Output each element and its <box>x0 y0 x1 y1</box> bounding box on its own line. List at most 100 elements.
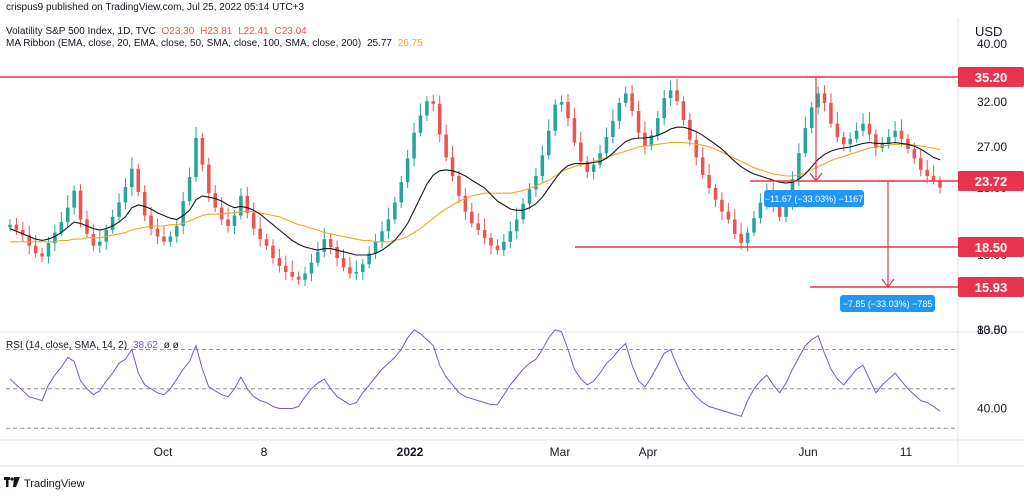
candle-body <box>675 90 679 102</box>
candle-body <box>335 247 339 259</box>
candle-body <box>925 169 929 177</box>
candle-body <box>200 138 205 165</box>
measurement-label-text: −7.85 (−33.03%) −785 <box>843 299 933 309</box>
time-axis-label: Jun <box>798 445 817 459</box>
candle-body <box>226 219 230 227</box>
ohlc-high: H23.81 <box>200 26 233 37</box>
ma-ema20-line <box>9 126 941 256</box>
candle-body <box>700 157 705 175</box>
candle-body <box>21 229 25 236</box>
candle-body <box>72 190 76 208</box>
ma-sma50-line <box>10 141 941 243</box>
measurement-label-text: −11.67 (−33.03%) −1167 <box>765 194 864 204</box>
candle-body <box>732 219 737 234</box>
level-price-tag <box>958 67 1024 87</box>
candle-body <box>835 123 840 138</box>
candle-body <box>476 223 480 230</box>
measure-arrow-2-head <box>881 278 895 288</box>
candle-body <box>450 157 455 177</box>
candle-body <box>842 137 846 145</box>
candle-body <box>393 202 397 220</box>
candle-body <box>40 253 44 257</box>
candle-body <box>104 229 108 242</box>
ma-ribbon-label: MA Ribbon (EMA, close, 20, EMA, close, 5… <box>6 38 362 49</box>
candle-body <box>470 211 474 224</box>
candle-body <box>239 195 243 216</box>
rsi-header-line: RSI (14, close, SMA, 14, 2) 38.62 ø ø <box>6 340 182 351</box>
candle-body <box>405 158 410 183</box>
candle-body <box>893 130 897 138</box>
candle-body <box>91 233 96 246</box>
candle-body <box>874 134 878 149</box>
candle-body <box>341 258 346 268</box>
candle-body <box>380 231 384 242</box>
time-axis-label: Apr <box>639 445 658 459</box>
candle-body <box>931 176 936 181</box>
measure-arrow-1-head <box>809 172 823 182</box>
level-price-tag <box>958 277 1024 297</box>
candle-body <box>867 123 872 135</box>
candle-body <box>431 101 436 104</box>
rsi-value: 38.62 <box>132 340 158 351</box>
candle-body <box>745 232 750 244</box>
rsi-label: RSI (14, close, SMA, 14, 2) <box>6 340 128 351</box>
candle-body <box>534 176 538 190</box>
candle-body <box>123 187 128 203</box>
level-price-tag <box>958 171 1024 191</box>
candle-body <box>245 195 250 213</box>
candle-body <box>463 195 468 212</box>
candle-body <box>46 243 51 257</box>
candle-body <box>155 228 160 237</box>
candle-body <box>412 132 416 159</box>
candle-body <box>117 202 121 217</box>
candles-group <box>8 78 942 287</box>
candle-body <box>277 258 282 266</box>
candle-body <box>604 137 609 154</box>
candle-body <box>194 138 198 178</box>
measurement-label-box <box>840 295 935 312</box>
candle-body <box>437 103 442 135</box>
candle-body <box>348 267 352 274</box>
candle-body <box>264 239 269 246</box>
candle-body <box>444 134 448 158</box>
candle-body <box>290 272 294 277</box>
candle-body <box>758 202 763 219</box>
candle-body <box>899 130 904 139</box>
candle-body <box>27 235 32 246</box>
candle-body <box>681 101 686 120</box>
tradingview-brand-text: TradingView <box>24 477 85 490</box>
tradingview-brand[interactable]: TradingView <box>4 477 85 490</box>
candle-body <box>142 191 147 216</box>
candle-body <box>688 120 692 140</box>
candle-body <box>546 130 551 156</box>
candle-body <box>322 239 327 252</box>
symbol-line: Volatility S&P 500 Index, 1D, TVC O23.30… <box>6 26 310 37</box>
candle-body <box>611 120 615 138</box>
candle-body <box>822 93 827 103</box>
candle-body <box>303 273 307 280</box>
candle-body <box>502 241 506 251</box>
candle-body <box>662 98 666 119</box>
candle-body <box>232 215 237 227</box>
candle-body <box>591 164 596 172</box>
candle-body <box>572 118 577 143</box>
time-axis-label: 2022 <box>397 445 424 459</box>
tradingview-logo-icon <box>4 477 20 490</box>
price-tick-label: 32.00 <box>977 95 1007 109</box>
candle-body <box>630 93 634 111</box>
ohlc-low: L22.41 <box>238 26 269 37</box>
candle-body <box>566 102 570 119</box>
candle-body <box>174 226 179 237</box>
candle-body <box>739 233 743 244</box>
candle-body <box>726 211 731 220</box>
rsi-tick-label: 40.00 <box>977 402 1007 416</box>
candle-body <box>367 253 371 265</box>
candle-body <box>553 104 557 131</box>
price-tick-label: 27.00 <box>977 140 1007 154</box>
candle-body <box>579 142 583 162</box>
candle-body <box>328 239 333 247</box>
candle-body <box>495 245 500 251</box>
attribution-text: crispus9 published on TradingView.com, J… <box>6 2 305 13</box>
